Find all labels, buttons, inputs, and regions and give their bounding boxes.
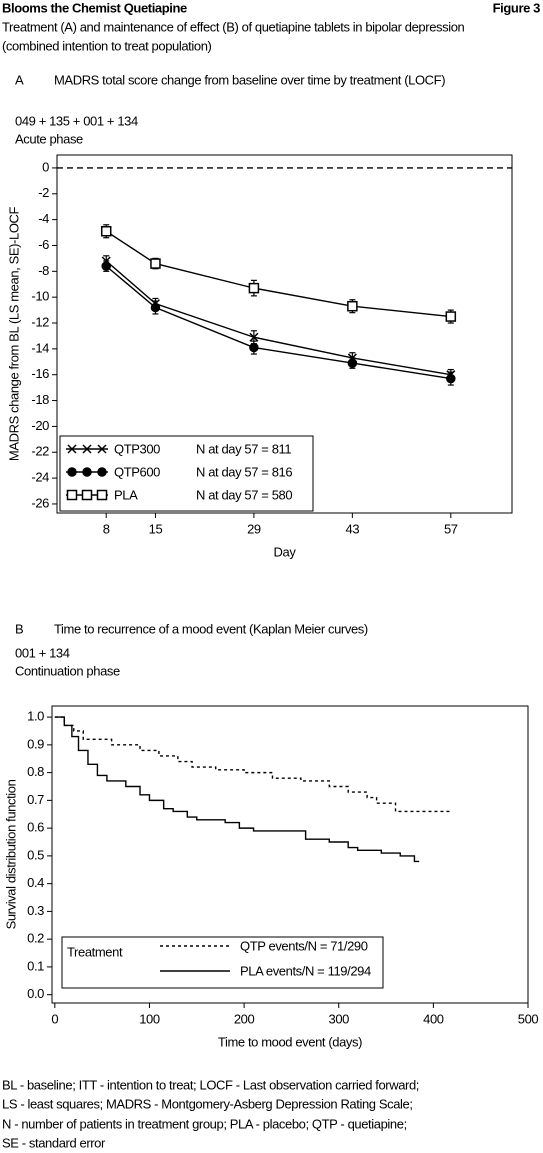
- footnote: N - number of patients in treatment grou…: [2, 1116, 407, 1131]
- y-tick-label: -8: [38, 263, 49, 278]
- y-tick-label: -16: [31, 366, 49, 381]
- y-axis-label: Survival distribution function: [3, 779, 18, 929]
- marker-x: [82, 444, 92, 454]
- y-tick-label: -24: [31, 470, 49, 485]
- panel-letter: B: [15, 621, 23, 636]
- marker-x: [249, 332, 259, 342]
- series-line: [105, 265, 451, 380]
- x-tick-label: 400: [423, 1011, 444, 1026]
- legend-title: Treatment: [67, 944, 123, 959]
- plot-frame: [51, 705, 529, 1004]
- marker-x: [97, 444, 107, 454]
- marker-circle: [67, 467, 77, 477]
- x-axis-label: Day: [274, 544, 297, 559]
- y-tick-label: 1.0: [27, 709, 44, 724]
- legend-label: PLA events/N = 119/294: [240, 963, 371, 978]
- y-tick-label: -4: [38, 211, 49, 226]
- x-tick-label: 29: [247, 521, 261, 536]
- panel-letter: A: [15, 72, 24, 87]
- legend-note: N at day 57 = 811: [196, 441, 291, 456]
- marker-square: [150, 258, 161, 269]
- plot-frame: [56, 154, 513, 514]
- marker-circle: [97, 467, 107, 477]
- y-tick-label: 0.3: [27, 903, 44, 918]
- y-tick-label: 0: [42, 159, 49, 174]
- legend-note: N at day 57 = 816: [196, 464, 292, 479]
- marker-circle: [249, 342, 259, 353]
- series-line: [54, 716, 453, 813]
- marker-stroke: [249, 332, 259, 342]
- caption: Treatment (A) and maintenance of effect …: [2, 19, 465, 34]
- y-tick-label: 0.9: [27, 736, 44, 751]
- x-tick-label: 0: [51, 1011, 58, 1026]
- y-axis-label: MADRS change from BL (LS mean, SE)-LOCF: [6, 206, 21, 461]
- marker-circle: [347, 358, 358, 368]
- legend-note: N at day 57 = 580: [196, 487, 292, 502]
- marker-square: [445, 311, 457, 322]
- x-tick-label: 500: [518, 1011, 539, 1026]
- x-tick-label: 300: [328, 1011, 349, 1026]
- y-tick-label: 0.6: [27, 820, 44, 835]
- y-tick-label: -18: [31, 392, 49, 407]
- series-line: [54, 716, 420, 863]
- x-tick-label: 100: [139, 1011, 160, 1026]
- marker-circle: [150, 302, 161, 313]
- footnote: BL - baseline; ITT - intention to treat;…: [2, 1077, 419, 1092]
- footnote: SE - standard error: [2, 1135, 106, 1150]
- marker-stroke: [82, 444, 92, 454]
- studies: 001 + 134: [15, 645, 70, 660]
- marker-x: [67, 444, 77, 454]
- x-tick-label: 57: [444, 521, 458, 536]
- studies: 049 + 135 + 001 + 134: [15, 113, 138, 128]
- y-tick-label: 0.7: [27, 792, 44, 807]
- x-axis-label: Time to mood event (days): [218, 1034, 362, 1049]
- y-tick-label: -26: [31, 495, 49, 510]
- y-tick-label: 0.5: [27, 847, 44, 862]
- y-tick-label: 0.1: [27, 958, 44, 973]
- y-tick-label: -22: [31, 444, 49, 459]
- marker-circle: [446, 373, 456, 384]
- x-tick-label: 15: [149, 521, 163, 536]
- chart-title: Time to recurrence of a mood event (Kapl…: [54, 621, 368, 636]
- marker-square: [66, 489, 78, 501]
- legend-label: QTP600: [114, 464, 160, 479]
- y-tick-label: -14: [31, 340, 49, 355]
- phase: Continuation phase: [15, 663, 120, 678]
- y-tick-label: 0.2: [27, 931, 44, 946]
- legend-label: QTP events/N = 71/290: [240, 938, 368, 953]
- marker-square: [248, 282, 260, 294]
- y-tick-label: -6: [38, 237, 49, 252]
- publisher: Blooms the Chemist Quetiapine: [2, 0, 187, 15]
- y-tick-label: -20: [31, 418, 49, 433]
- marker-square: [81, 489, 93, 501]
- phase: Acute phase: [15, 131, 83, 146]
- y-tick-label: -2: [38, 185, 49, 200]
- marker-circle: [101, 261, 111, 271]
- y-tick-label: 0.4: [27, 875, 44, 890]
- marker-stroke: [97, 444, 107, 454]
- y-tick-label: -10: [31, 289, 49, 304]
- marker-square: [347, 300, 358, 312]
- marker-square: [96, 489, 108, 501]
- legend-label: PLA: [114, 487, 138, 502]
- x-tick-label: 43: [346, 521, 360, 536]
- series-line: [105, 260, 451, 376]
- y-tick-label: 0.0: [27, 986, 44, 1001]
- caption: (combined intention to treat population): [2, 38, 212, 53]
- y-tick-label: -12: [31, 314, 49, 329]
- x-tick-label: 8: [103, 521, 110, 536]
- x-tick-label: 200: [234, 1011, 255, 1026]
- marker-circle: [82, 467, 92, 477]
- chart-title: MADRS total score change from baseline o…: [54, 72, 445, 87]
- marker-stroke: [67, 444, 77, 454]
- legend-label: QTP300: [114, 441, 160, 456]
- figure-number: Figure 3: [493, 0, 541, 15]
- footnote: LS - least squares; MADRS - Montgomery-A…: [2, 1096, 413, 1111]
- y-tick-label: 0.8: [27, 764, 44, 779]
- marker-square: [100, 226, 112, 237]
